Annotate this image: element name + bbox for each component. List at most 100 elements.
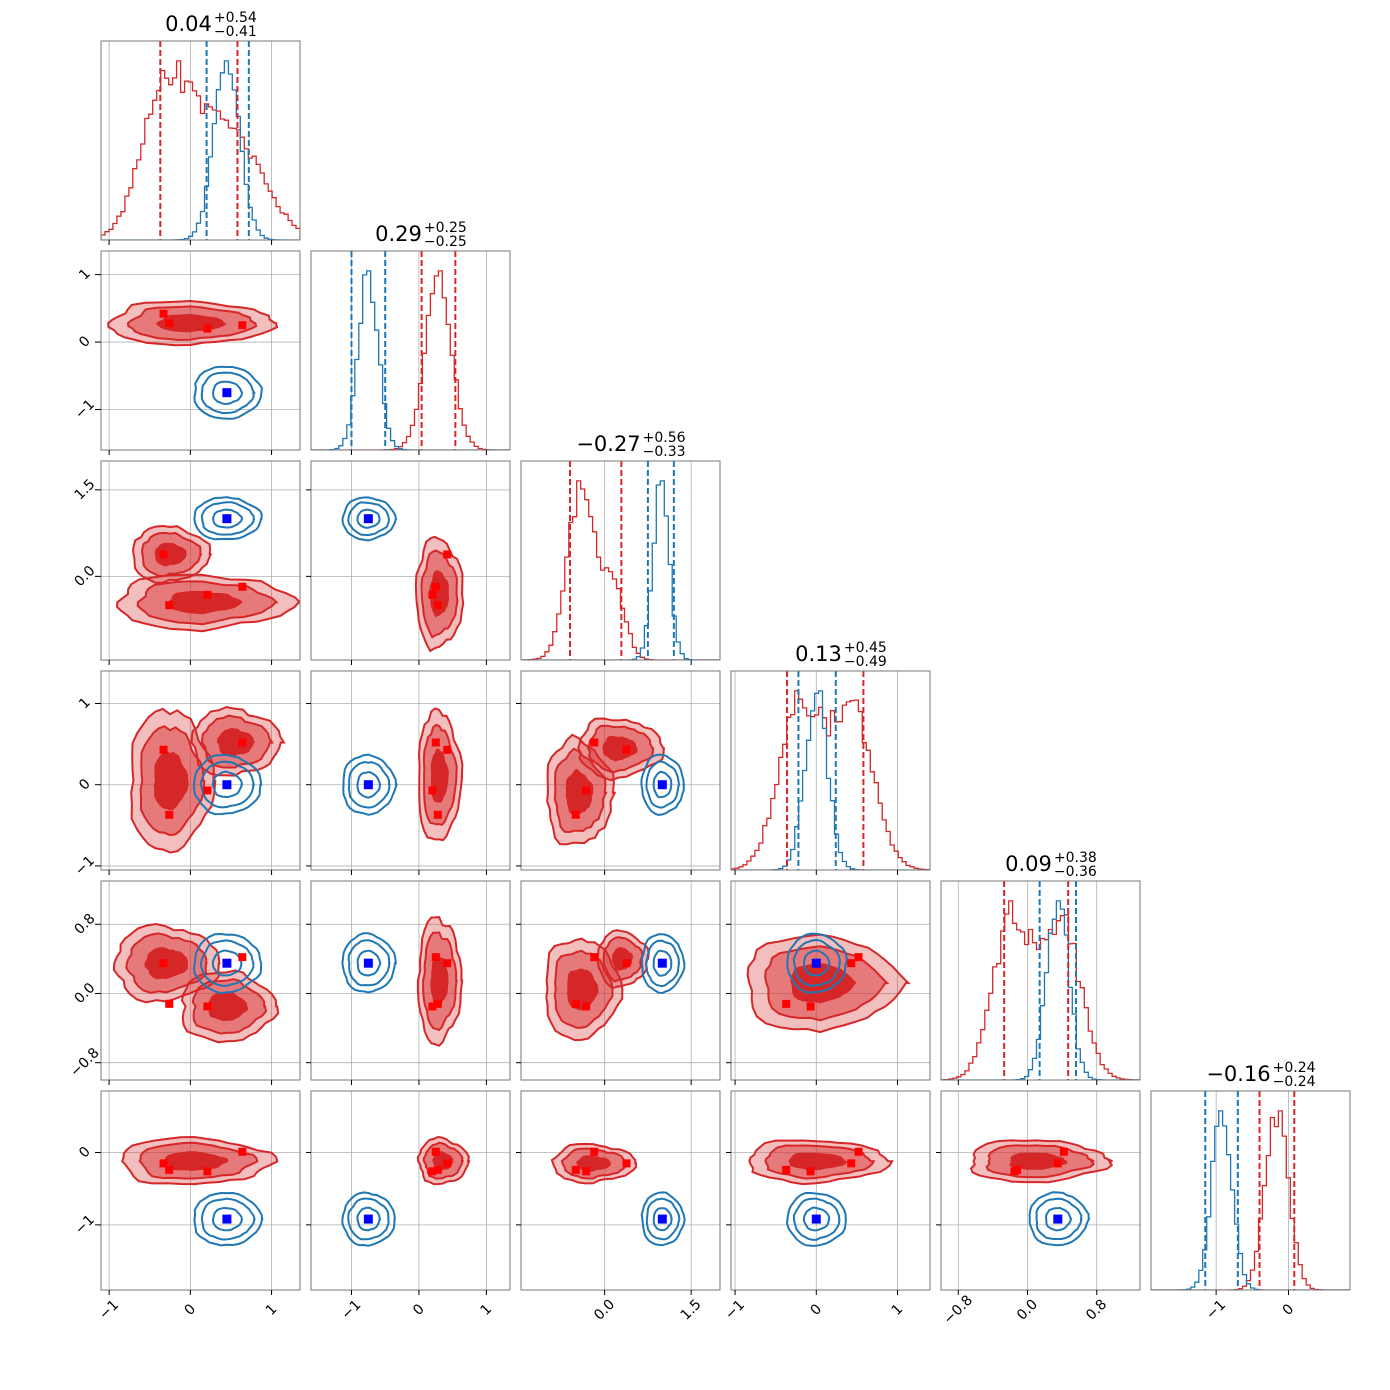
blue-contour (211, 508, 243, 529)
red-marker (582, 786, 591, 795)
blue-contour (802, 949, 831, 977)
red-marker (571, 999, 580, 1008)
panel-4-0: −0.80.00.8 (67, 880, 301, 1085)
blue-contour (652, 949, 673, 977)
title-plus: +0.38 (1054, 850, 1097, 866)
blue-marker (222, 1214, 232, 1224)
panel-3-1 (306, 670, 511, 875)
blue-contour (356, 508, 381, 529)
blue-contour (645, 760, 681, 809)
blue-histogram (311, 270, 510, 450)
blue-contour (356, 1206, 382, 1232)
red-marker (1053, 1159, 1062, 1168)
title-plus: +0.24 (1273, 1060, 1316, 1076)
panel-title: 0.29 (375, 222, 422, 246)
y-tick-label: −1 (72, 397, 98, 423)
blue-contour (640, 1191, 686, 1247)
panel-5-1: −1 0 1 (306, 1090, 511, 1323)
blue-marker (657, 1214, 667, 1224)
y-tick-label: −1 (72, 853, 98, 879)
blue-marker (811, 958, 821, 968)
x-tick-label: 0.0 (591, 1296, 618, 1323)
blue-contour (640, 753, 686, 817)
panel-frame (520, 880, 721, 1081)
blue-contour (200, 1197, 256, 1241)
red-marker (238, 953, 247, 962)
red-contour (567, 968, 599, 1011)
panel-title: −0.27 (576, 432, 640, 456)
panel-3-3: 0.13 +0.45−0.49 (730, 640, 931, 875)
red-marker (165, 601, 174, 610)
x-tick-label: 0.0 (1014, 1296, 1041, 1323)
red-marker (165, 319, 174, 328)
red-marker (443, 745, 452, 754)
title-plus: +0.56 (643, 430, 686, 446)
blue-contour (347, 1197, 390, 1241)
red-marker (847, 959, 856, 968)
title-median: 0.09 (1005, 852, 1052, 876)
x-tick-label: 1.5 (678, 1296, 705, 1323)
blue-marker (363, 514, 373, 524)
red-marker (428, 786, 437, 795)
panel-4-4: 0.09 +0.38−0.36 (940, 850, 1141, 1085)
red-marker (1059, 1147, 1068, 1156)
red-marker (203, 786, 212, 795)
red-marker (571, 1165, 580, 1174)
red-marker (159, 1159, 168, 1168)
red-marker (847, 1159, 856, 1168)
blue-contour (341, 1191, 396, 1247)
title-minus: −0.33 (643, 444, 686, 460)
red-marker (431, 738, 440, 747)
red-marker (428, 590, 437, 599)
panel-frame (310, 1090, 511, 1291)
red-marker (806, 1167, 815, 1176)
red-marker (433, 1165, 442, 1174)
x-tick-label: 1 (478, 1301, 496, 1319)
blue-contour (193, 1191, 264, 1247)
red-histogram (311, 270, 510, 450)
panel-5-0: −1 0 −1 0 1 (72, 1090, 301, 1323)
title-median: 0.04 (165, 12, 212, 36)
blue-contour (341, 932, 397, 994)
red-contour (154, 542, 187, 567)
red-marker (431, 953, 440, 962)
y-tick-label: 0.0 (71, 563, 98, 590)
blue-marker (222, 388, 232, 398)
red-marker (590, 1147, 599, 1156)
panel-frame (730, 1090, 931, 1291)
x-tick-label: 0 (807, 1301, 825, 1319)
panel-frame (730, 880, 931, 1081)
blue-contour (347, 760, 391, 809)
panel-1-0: −1 0 1 (72, 250, 301, 455)
title-minus: −0.24 (1273, 1074, 1316, 1090)
blue-marker (222, 958, 232, 968)
title-median: 0.29 (375, 222, 422, 246)
panel-title: 0.13 (795, 642, 842, 666)
red-marker (238, 1147, 247, 1156)
blue-marker (363, 780, 373, 790)
blue-contour (347, 939, 391, 987)
red-marker (590, 738, 599, 747)
y-tick-label: 0.8 (71, 911, 98, 938)
red-marker (431, 582, 440, 591)
blue-contour (199, 760, 256, 809)
panel-4-3 (726, 880, 931, 1085)
blue-marker (1053, 1214, 1063, 1224)
panel-frame (310, 880, 511, 1081)
blue-marker (363, 1214, 373, 1224)
red-contour (1009, 1152, 1068, 1170)
x-tick-label: 0 (410, 1301, 428, 1319)
x-tick-label: 1 (263, 1301, 281, 1319)
blue-contour (645, 1197, 681, 1241)
blue-contour (792, 938, 841, 987)
x-tick-label: −1 (96, 1297, 122, 1323)
panel-3-0: −1 0 1 (72, 670, 301, 879)
red-marker (622, 745, 631, 754)
blue-contour (212, 380, 244, 406)
blue-contour (199, 939, 255, 987)
red-marker (1010, 1167, 1019, 1176)
blue-contour (193, 496, 263, 541)
red-contour (565, 768, 594, 815)
x-tick-label: −0.8 (941, 1292, 976, 1327)
x-tick-label: 0 (1280, 1301, 1298, 1319)
